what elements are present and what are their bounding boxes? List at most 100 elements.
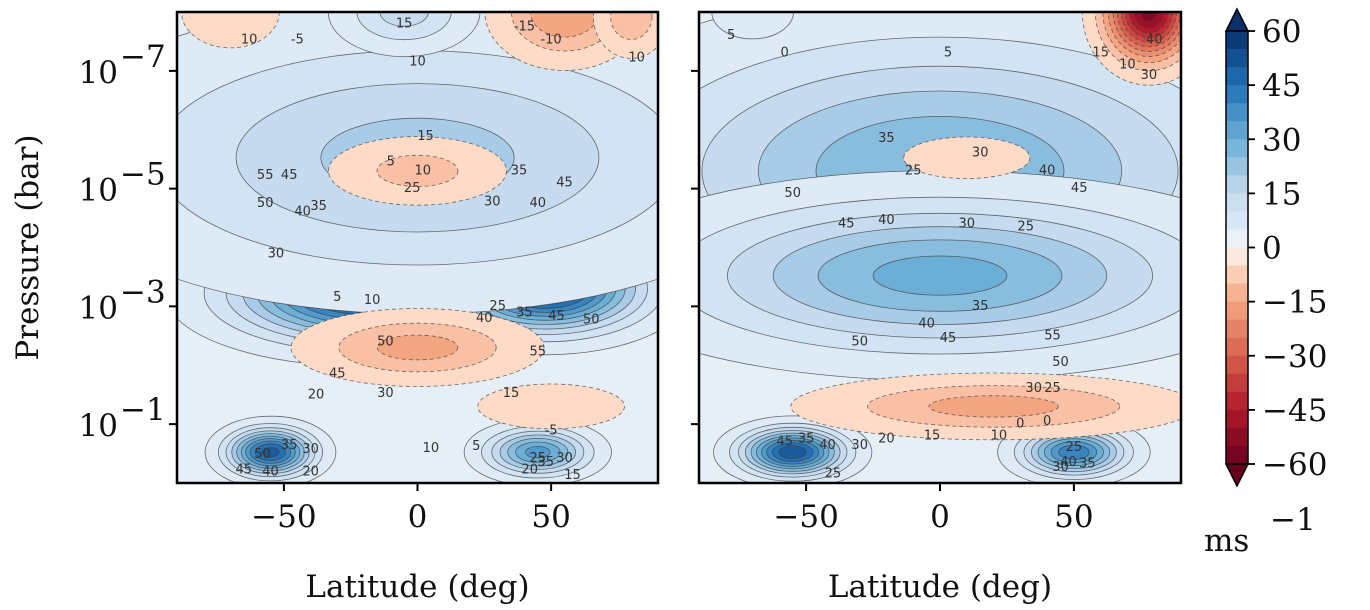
contour-label: 40 — [1146, 33, 1163, 48]
contour-label: 35 — [281, 438, 298, 453]
contour-label: 50 — [583, 312, 600, 327]
contour-label: 20 — [302, 465, 319, 480]
contour-band — [711, 12, 794, 40]
contour-label: 55 — [257, 168, 274, 183]
contour-label: 45 — [1071, 181, 1088, 196]
contour-label: 0 — [781, 46, 789, 61]
contour-band — [778, 445, 807, 459]
y-tick-label: 10 — [79, 173, 118, 209]
y-tick-label: 10 — [79, 55, 118, 91]
contour-label: 15 — [1092, 46, 1109, 61]
contour-label: 40 — [1060, 455, 1077, 470]
contour-band — [379, 12, 429, 27]
x-tick-label: 0 — [930, 499, 950, 535]
contour-label: 30 — [302, 442, 319, 457]
contour-label: 30 — [851, 438, 868, 453]
contour-label: 45 — [281, 168, 298, 183]
contour-label: 25 — [530, 451, 547, 466]
y-tick-label: 10 — [79, 290, 118, 326]
contour-label: 0 — [1043, 414, 1051, 429]
contour-label: 25 — [489, 299, 506, 314]
y-tick-label: 10 — [79, 408, 118, 444]
colorbar-tick-label: −15 — [1262, 285, 1327, 321]
contour-band — [928, 395, 1059, 418]
colorbar-segment — [1226, 409, 1248, 429]
contour-label: 50 — [254, 447, 271, 462]
colorbar-tick-label: −45 — [1262, 393, 1327, 429]
colorbar-segment — [1226, 265, 1248, 285]
contour-label: 30 — [1052, 460, 1069, 475]
contour-label: 45 — [838, 217, 855, 232]
contour-label: 35 — [516, 306, 533, 321]
contour-label: 15 — [396, 17, 413, 32]
colorbar-segment — [1226, 49, 1248, 68]
x-axis-label: Latitude (deg) — [305, 569, 529, 605]
colorbar-segment — [1226, 31, 1248, 50]
contour-label: 10 — [415, 163, 432, 178]
contour-label: 10 — [1119, 58, 1136, 73]
y-axis-label: Pressure (bar) — [10, 134, 46, 360]
contour-label: 5 — [333, 290, 341, 305]
contour-label: -5 — [545, 423, 558, 438]
y-tick-exponent: −1 — [120, 392, 166, 428]
contour-band — [477, 383, 625, 430]
contour-label: 45 — [236, 462, 253, 477]
contour-label: 15 — [564, 468, 581, 483]
contour-label: 25 — [905, 163, 922, 178]
contour-band — [181, 12, 280, 49]
contour-label: 40 — [819, 438, 836, 453]
contour-label: 15 — [417, 129, 434, 144]
contour-band — [376, 334, 459, 361]
y-tick-exponent: −3 — [120, 274, 166, 310]
contour-label: 10 — [241, 33, 258, 48]
colorbar-segment — [1226, 337, 1248, 357]
colorbar-tick-label: −30 — [1262, 339, 1327, 375]
x-tick-label: 50 — [531, 499, 570, 535]
contour-label: 30 — [556, 451, 573, 466]
contour-label: 40 — [1039, 163, 1056, 178]
contour-band — [261, 447, 280, 458]
colorbar-segment — [1226, 139, 1248, 158]
colorbar-tick-label: 15 — [1262, 176, 1301, 212]
colorbar-segment — [1226, 193, 1248, 213]
colorbar-segment — [1226, 175, 1248, 194]
colorbar-segment — [1226, 211, 1248, 231]
contour-label: 5 — [472, 439, 480, 454]
contour-label: 5 — [727, 28, 735, 43]
contour-label: 45 — [776, 434, 793, 449]
contour-label: 30 — [1141, 68, 1158, 83]
contour-label: 35 — [972, 299, 989, 314]
contour-label: 25 — [404, 181, 421, 196]
contour-label: 40 — [294, 205, 311, 220]
colorbar-segment — [1226, 121, 1248, 140]
contour-label: 35 — [798, 432, 815, 447]
colorbar-tick-label: 30 — [1262, 122, 1301, 158]
contour-label: 30 — [972, 146, 989, 161]
contour-label: 40 — [262, 465, 279, 480]
contour-label: 45 — [556, 175, 573, 190]
contour-label: 20 — [521, 462, 538, 477]
contour-label: 35 — [310, 199, 327, 214]
contour-label: 10 — [409, 54, 426, 69]
contour-label: 55 — [530, 345, 547, 360]
contour-band — [903, 136, 1031, 179]
contour-label: -10 — [540, 33, 561, 48]
colorbar-segment — [1226, 319, 1248, 339]
contour-band — [376, 154, 459, 187]
contour-label: 30 — [377, 386, 394, 401]
x-tick-label: −50 — [773, 499, 838, 535]
colorbar-tick-label: 0 — [1262, 231, 1282, 267]
x-tick-label: −50 — [251, 499, 316, 535]
colorbar-extend-min — [1224, 463, 1250, 488]
x-tick-label: 0 — [408, 499, 428, 535]
y-tick-exponent: −5 — [120, 157, 166, 193]
colorbar-segment — [1226, 103, 1248, 122]
contour-label: 10 — [991, 429, 1008, 444]
colorbar-segment — [1226, 391, 1248, 411]
contour-band — [1058, 444, 1090, 460]
contour-label: 30 — [268, 247, 285, 262]
y-tick-exponent: −7 — [120, 39, 166, 75]
